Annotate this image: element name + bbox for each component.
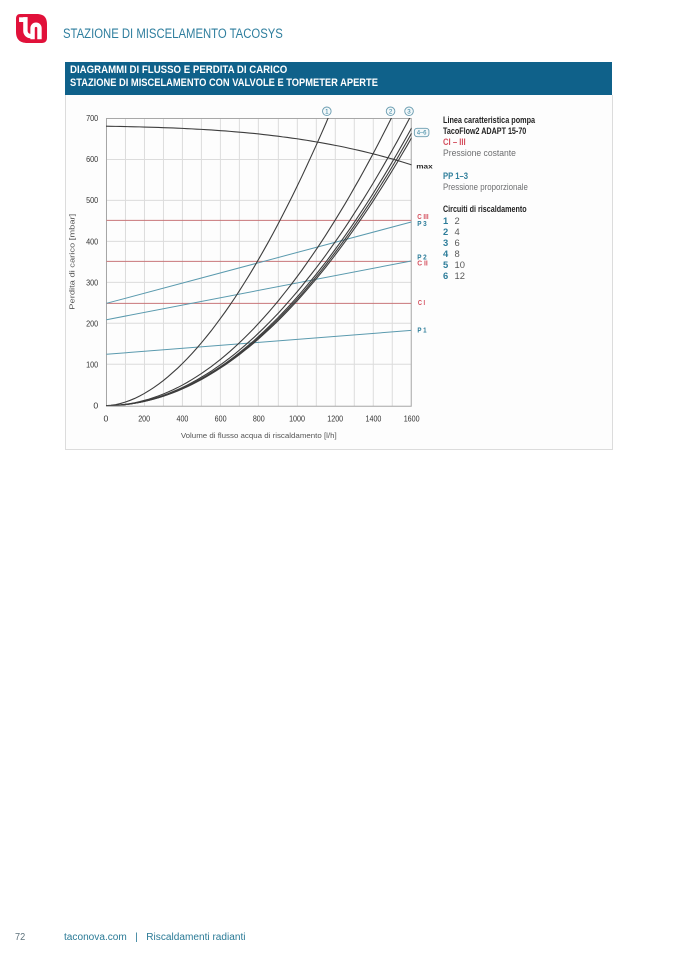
svg-text:0: 0 xyxy=(93,401,98,411)
svg-text:200: 200 xyxy=(86,318,98,328)
svg-text:800: 800 xyxy=(253,413,265,423)
svg-text:700: 700 xyxy=(86,113,98,123)
svg-text:1000: 1000 xyxy=(289,413,305,423)
svg-text:max: max xyxy=(416,164,433,171)
svg-text:C I: C I xyxy=(418,300,425,307)
svg-text:P 3: P 3 xyxy=(417,221,427,228)
svg-text:400: 400 xyxy=(176,413,188,423)
svg-text:4–6: 4–6 xyxy=(417,130,427,137)
svg-text:200: 200 xyxy=(138,413,150,423)
svg-text:1: 1 xyxy=(325,108,329,115)
svg-text:C III: C III xyxy=(417,214,428,221)
svg-text:P 2: P 2 xyxy=(417,254,427,261)
svg-text:Perdita di carico [mbar]: Perdita di carico [mbar] xyxy=(68,214,77,310)
svg-text:600: 600 xyxy=(215,413,227,423)
svg-text:3: 3 xyxy=(407,108,411,115)
svg-text:C II: C II xyxy=(417,260,428,267)
svg-text:2: 2 xyxy=(389,108,393,115)
svg-text:1200: 1200 xyxy=(327,413,343,423)
svg-text:600: 600 xyxy=(86,154,98,164)
svg-text:300: 300 xyxy=(86,277,98,287)
svg-text:Volume di flusso acqua di risc: Volume di flusso acqua di riscaldamento … xyxy=(181,431,337,440)
svg-text:100: 100 xyxy=(86,360,98,370)
svg-text:P 1: P 1 xyxy=(417,327,426,334)
svg-text:0: 0 xyxy=(104,413,109,423)
svg-text:500: 500 xyxy=(86,195,98,205)
svg-text:400: 400 xyxy=(86,236,98,246)
svg-text:1400: 1400 xyxy=(366,413,382,423)
svg-text:1600: 1600 xyxy=(404,413,420,423)
